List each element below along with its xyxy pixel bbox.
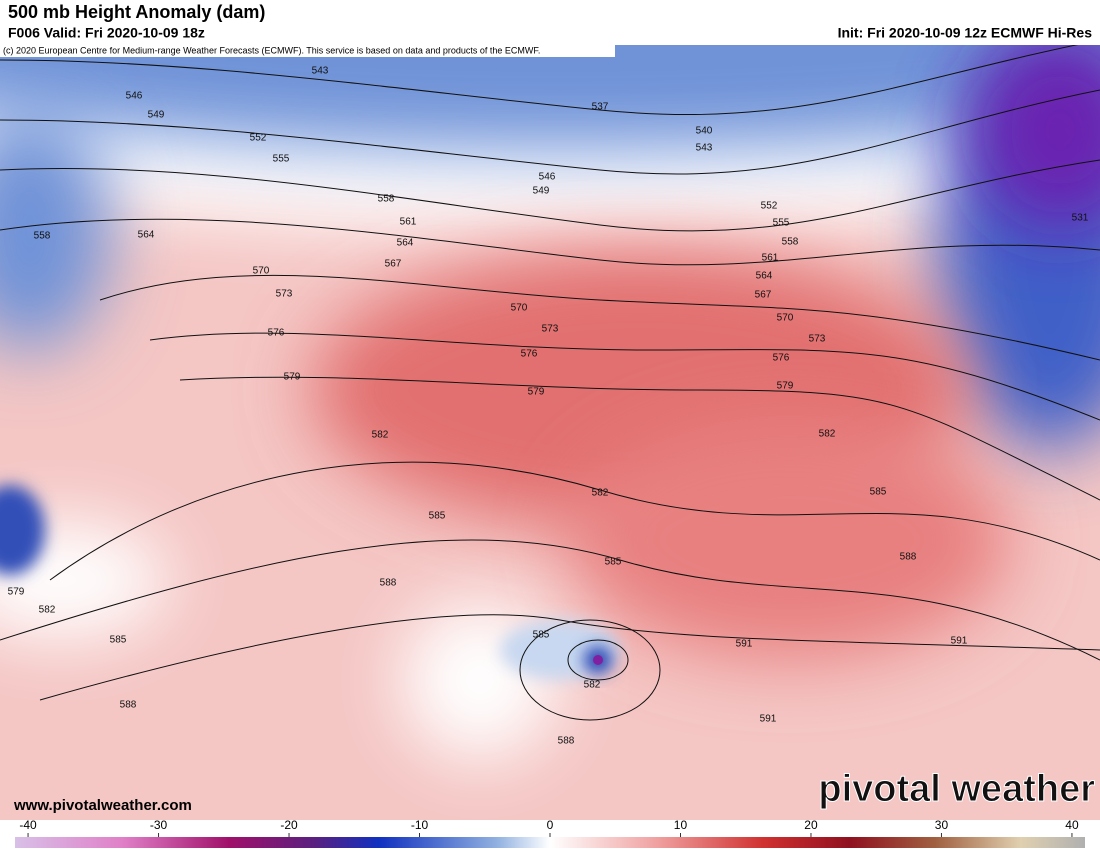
contour-label: 582 xyxy=(584,680,601,691)
contour-label: 558 xyxy=(782,237,799,248)
colorbar-tick-label: -30 xyxy=(150,818,168,832)
contour-label: 591 xyxy=(736,639,753,650)
colorbar-tick-label: -20 xyxy=(280,818,298,832)
website: www.pivotalweather.com xyxy=(13,797,192,814)
contour-label: 573 xyxy=(542,324,559,335)
contour-label: 591 xyxy=(951,636,968,647)
contour-label: 579 xyxy=(528,387,545,398)
contour-label: 582 xyxy=(592,488,609,499)
contour-label: 531 xyxy=(1072,213,1089,224)
colorbar-tick-label: 30 xyxy=(935,818,949,832)
contour-label: 573 xyxy=(809,334,826,345)
contour-label: 576 xyxy=(521,349,538,360)
contour-label: 573 xyxy=(276,289,293,300)
contour-label: 576 xyxy=(268,328,285,339)
contour-label: 546 xyxy=(539,172,556,183)
contour-label: 588 xyxy=(558,736,575,747)
contour-label: 585 xyxy=(605,557,622,568)
contour-label: 561 xyxy=(762,253,779,264)
contour-label: 579 xyxy=(284,372,301,383)
contour-label: 555 xyxy=(773,218,790,229)
contour-label: 549 xyxy=(533,186,550,197)
contour-label: 582 xyxy=(39,605,56,616)
credit-box xyxy=(0,45,615,57)
contour-label: 585 xyxy=(533,630,550,641)
contour-label: 567 xyxy=(385,259,402,270)
title: 500 mb Height Anomaly (dam) xyxy=(8,2,265,22)
contour-label: 564 xyxy=(397,238,414,249)
contour-label: 567 xyxy=(755,290,772,301)
contour-label: 537 xyxy=(592,102,609,113)
contour-label: 582 xyxy=(819,429,836,440)
contour-label: 564 xyxy=(756,271,773,282)
contour-label: 588 xyxy=(900,552,917,563)
contour-label: 576 xyxy=(773,353,790,364)
contour-label: 570 xyxy=(253,266,270,277)
contour-label: 546 xyxy=(126,91,143,102)
contour-label: 549 xyxy=(148,110,165,121)
contour-label: 579 xyxy=(777,381,794,392)
colorbar-tick-label: -10 xyxy=(411,818,429,832)
contour-label: 543 xyxy=(312,66,329,77)
contour-label: 585 xyxy=(429,511,446,522)
contour-label: 558 xyxy=(378,194,395,205)
contour-label: 555 xyxy=(273,154,290,165)
contour-label: 585 xyxy=(110,635,127,646)
contour-label: 552 xyxy=(761,201,778,212)
contour-label: 540 xyxy=(696,126,713,137)
contour-label: 564 xyxy=(138,230,155,241)
contour-label: 582 xyxy=(372,430,389,441)
contour-label: 579 xyxy=(8,587,25,598)
credit: (c) 2020 European Centre for Medium-rang… xyxy=(3,45,540,55)
colorbar-tick-label: -40 xyxy=(19,818,37,832)
logo: pivotal weather xyxy=(818,768,1095,810)
contour-label: 585 xyxy=(870,487,887,498)
colorbar-tick-label: 40 xyxy=(1065,818,1079,832)
contour-label: 552 xyxy=(250,133,267,144)
contour-label: 588 xyxy=(380,578,397,589)
colorbar-tick-label: 20 xyxy=(804,818,818,832)
contour-label: 558 xyxy=(34,231,51,242)
contour-label: 570 xyxy=(511,303,528,314)
colorbar-tick-label: 0 xyxy=(547,818,554,832)
colorbar xyxy=(15,837,1085,848)
contour-label: 543 xyxy=(696,143,713,154)
contour-label: 588 xyxy=(120,700,137,711)
contour-label: 561 xyxy=(400,217,417,228)
contour-label: 591 xyxy=(760,714,777,725)
map-background xyxy=(0,45,1100,820)
init-time: Init: Fri 2020-10-09 12z ECMWF Hi-Res xyxy=(838,25,1093,41)
colorbar-tick-label: 10 xyxy=(674,818,688,832)
contour-label: 570 xyxy=(777,313,794,324)
valid-time: F006 Valid: Fri 2020-10-09 18z xyxy=(8,25,205,41)
